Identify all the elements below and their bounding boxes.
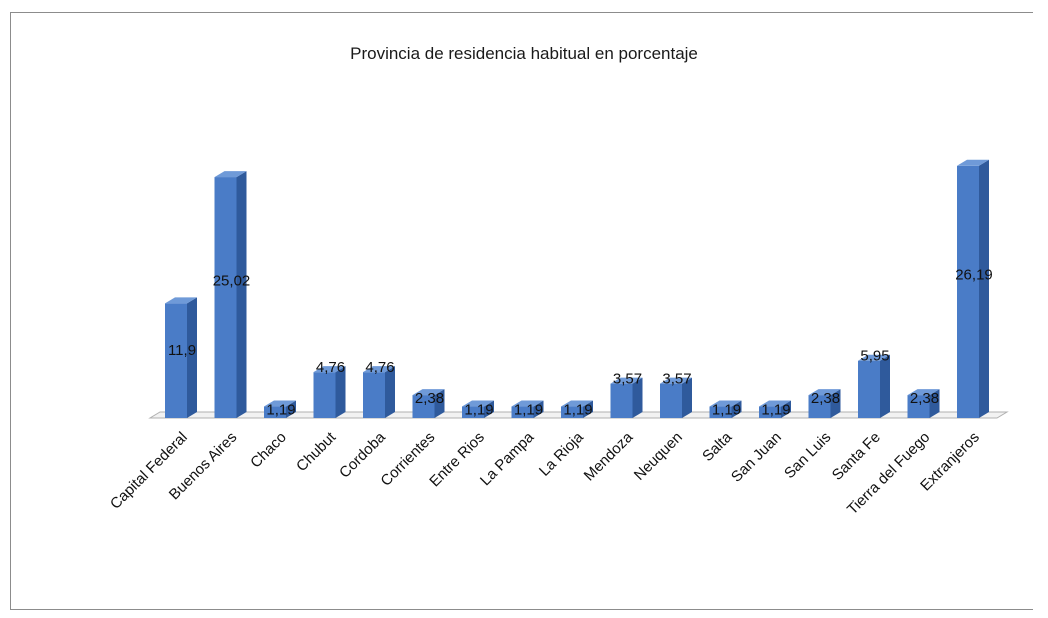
data-label: 2,38 (811, 390, 840, 407)
bar (610, 383, 633, 418)
bar-top (165, 297, 197, 304)
data-label: 5,95 (860, 348, 889, 365)
category-label: Chubut (293, 428, 340, 475)
category-label: Chaco (247, 429, 290, 472)
bar-side (236, 171, 247, 418)
bar-side (286, 400, 296, 418)
bar-side (979, 159, 989, 419)
data-label: 1,19 (712, 402, 741, 419)
bar-top (462, 400, 494, 407)
bar-side (682, 377, 692, 418)
bar-side (781, 400, 791, 418)
bar-side (583, 400, 593, 418)
bar-side (830, 389, 841, 418)
bar (165, 303, 187, 418)
data-label: 26,19 (955, 266, 993, 283)
bar-top (313, 366, 346, 373)
bar-side (533, 400, 544, 418)
data-label: 2,38 (415, 390, 444, 407)
bar-side (385, 366, 395, 418)
bar-side (434, 389, 445, 418)
bar (214, 177, 237, 418)
data-label: 25,02 (213, 272, 251, 289)
data-label: 1,19 (563, 402, 592, 419)
data-label: 4,76 (316, 359, 345, 376)
bar-side (484, 400, 494, 418)
bar (759, 406, 781, 418)
category-label: Salta (699, 428, 736, 465)
bar-top (412, 389, 445, 396)
data-label: 1,19 (266, 402, 295, 419)
category-label: Neuquen (631, 429, 686, 484)
bar-top (858, 354, 890, 361)
bar-side (731, 400, 742, 418)
bar-top (511, 400, 544, 407)
bar (907, 395, 930, 418)
bar-side (929, 389, 940, 418)
bar (660, 383, 682, 418)
bar (808, 395, 831, 418)
bar (561, 406, 583, 418)
category-label: San Luis (781, 429, 834, 482)
bar-side (335, 366, 346, 418)
bar-top (264, 400, 296, 407)
bar-top (709, 400, 742, 407)
bar (511, 406, 534, 418)
bar-side (880, 354, 890, 418)
bar-top (759, 400, 791, 407)
bar (264, 406, 286, 418)
bar-top (907, 389, 940, 396)
bar-top (660, 377, 692, 384)
bar (363, 372, 385, 418)
bar (858, 360, 880, 418)
data-label: 3,57 (613, 371, 642, 388)
bar-top (363, 366, 395, 373)
bar (957, 165, 979, 418)
bar-side (187, 297, 197, 418)
bar-top (214, 171, 247, 178)
data-label: 4,76 (365, 359, 394, 376)
bar (462, 406, 484, 418)
data-label: 2,38 (910, 390, 939, 407)
bar-top (610, 377, 643, 384)
category-label: La Pampa (477, 428, 538, 489)
data-label: 1,19 (761, 402, 790, 419)
data-label: 11,9 (168, 342, 196, 359)
bar (412, 395, 435, 418)
bar (709, 406, 732, 418)
chart-title: Provincia de residencia habitual en porc… (350, 44, 698, 63)
category-label: La Rioja (536, 428, 587, 479)
category-label: Mendoza (581, 428, 637, 484)
data-label: 1,19 (514, 402, 543, 419)
category-label: San Juan (728, 429, 785, 486)
bar (313, 372, 336, 418)
data-label: 1,19 (464, 402, 493, 419)
data-label: 3,57 (662, 371, 691, 388)
bar-top (957, 159, 989, 166)
bar-top (561, 400, 593, 407)
bar-top (808, 389, 841, 396)
bar-side (632, 377, 643, 418)
